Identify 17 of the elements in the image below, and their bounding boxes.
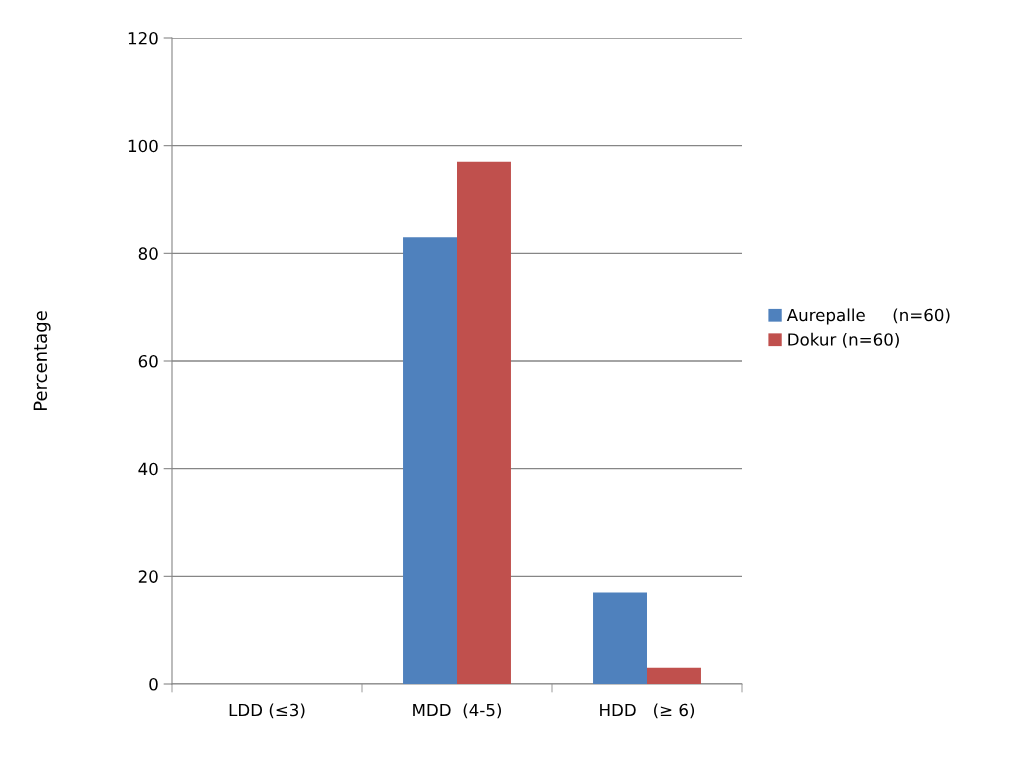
y-tick-label: 80 (138, 247, 158, 260)
y-axis-title: Percentage (33, 311, 51, 411)
y-tick-label: 100 (128, 139, 158, 153)
bar (403, 237, 457, 684)
bar (647, 667, 701, 684)
y-tick-label: 120 (128, 31, 158, 45)
bar (457, 161, 511, 684)
x-tick-label: MDD (4-5) (413, 703, 501, 719)
y-tick-label: 20 (138, 570, 158, 583)
y-tick-label: 0 (149, 677, 158, 691)
bar (593, 592, 647, 684)
legend-label: Dokur (n=60) (788, 332, 899, 348)
x-tick-label: LDD (≤3) (229, 703, 305, 719)
x-tick-label: HDD (≥ 6) (600, 703, 695, 719)
y-tick-label: 40 (138, 462, 158, 476)
y-tick-label: 60 (138, 354, 158, 368)
legend-label: Aurepalle (n=60) (786, 308, 950, 325)
